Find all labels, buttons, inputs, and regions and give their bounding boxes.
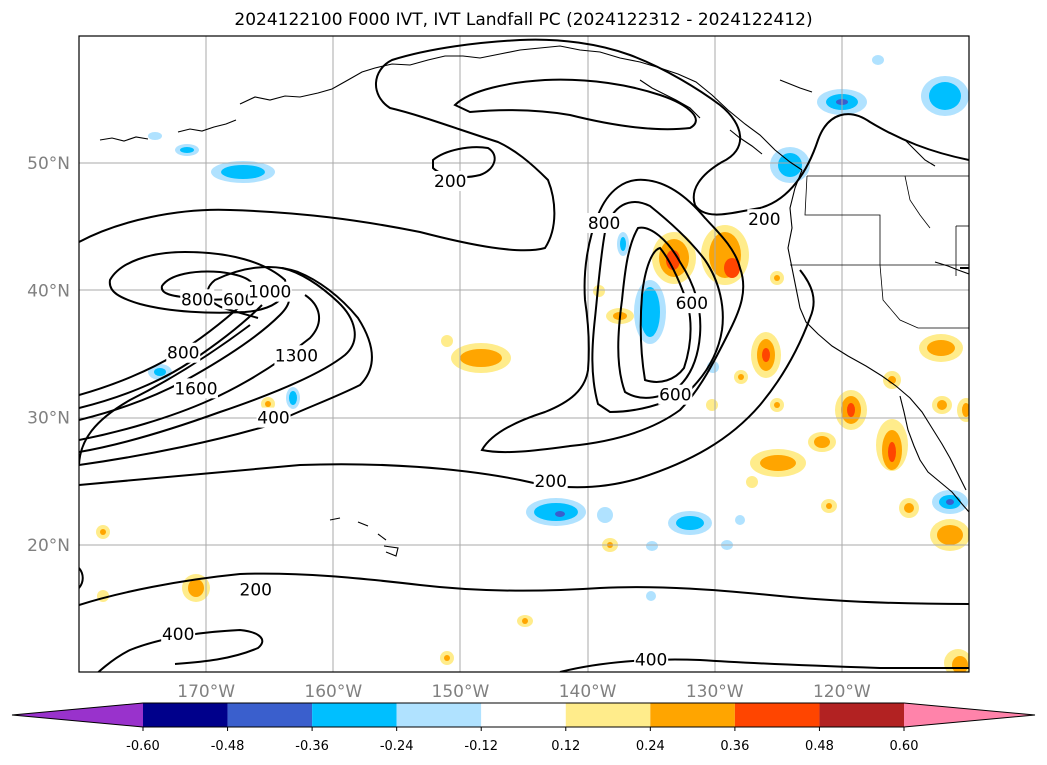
contour-label: 600 xyxy=(659,386,691,406)
latitude-tick-labels: 20°N 30°N 40°N 50°N xyxy=(27,154,70,556)
ivt-contours xyxy=(79,38,969,672)
contour-label-background xyxy=(173,378,218,399)
colorbar: -0.60 -0.48 -0.36 -0.24 -0.12 0.12 0.24 0.36 0.4… xyxy=(11,702,1036,754)
contour-label-background xyxy=(634,649,669,670)
colorbar-tick-label: 0.24 xyxy=(636,739,665,754)
colorbar-segment xyxy=(396,703,482,727)
coastlines xyxy=(99,45,969,557)
contour-label-background xyxy=(587,212,622,233)
map-frame xyxy=(78,35,970,673)
contour-label: 800 xyxy=(181,290,213,310)
contour-label-background xyxy=(238,579,273,600)
contour-label-background xyxy=(433,171,468,192)
colorbar-tick-label: 0.48 xyxy=(805,739,834,754)
contour-label-background xyxy=(256,407,291,428)
latitude-tick-label: 50°N xyxy=(27,154,70,174)
colorbar-tick-label: 0.36 xyxy=(720,739,749,754)
longitude-tick-labels: 170°W 160°W 150°W 140°W 130°W 120°W xyxy=(177,682,871,702)
longitude-tick-label: 120°W xyxy=(813,682,871,702)
pc-shading xyxy=(96,55,969,672)
state-borders xyxy=(790,175,969,329)
gridlines xyxy=(79,36,969,672)
colorbar-tick-label: -0.60 xyxy=(126,739,160,754)
contour-label: 200 xyxy=(748,210,780,230)
colorbar-tick-label: -0.36 xyxy=(295,739,329,754)
contour-label-background xyxy=(674,293,709,314)
colorbar-extend-min xyxy=(12,703,143,727)
contour-label: 200 xyxy=(434,172,466,192)
longitude-tick-label: 140°W xyxy=(559,682,617,702)
contour-label: 400 xyxy=(257,409,289,429)
colorbar-segment xyxy=(819,703,904,727)
contour-label-background xyxy=(747,209,782,230)
contour-label-background xyxy=(533,471,568,492)
longitude-tick-label: 160°W xyxy=(304,682,362,702)
colorbar-segment xyxy=(227,703,313,727)
contour-label-background xyxy=(247,281,292,302)
colorbar-extend-max xyxy=(904,703,1035,727)
latitude-tick-label: 20°N xyxy=(27,536,70,556)
contour-label: 400 xyxy=(635,650,667,670)
colorbar-tick-label: -0.12 xyxy=(464,739,498,754)
colorbar-segment xyxy=(481,703,566,727)
longitude-tick-label: 130°W xyxy=(686,682,744,702)
contour-label: 800 xyxy=(588,214,620,234)
contour-label: 600 xyxy=(223,290,255,310)
contour-label: 1000 xyxy=(248,283,291,303)
contour-label: 400 xyxy=(162,625,194,645)
contour-label: 200 xyxy=(240,580,272,600)
latitude-tick-label: 40°N xyxy=(27,281,70,301)
map-title: 2024122100 F000 IVT, IVT Landfall PC (20… xyxy=(234,10,813,30)
colorbar-segment xyxy=(565,703,651,727)
contour-label-background xyxy=(274,345,319,366)
contour-label-background xyxy=(180,289,215,310)
colorbar-segment xyxy=(312,703,397,727)
colorbar-tick-label: 0.12 xyxy=(551,739,580,754)
latitude-tick-label: 30°N xyxy=(27,409,70,429)
contour-label: 1600 xyxy=(174,379,217,399)
colorbar-tick-label: -0.24 xyxy=(380,739,414,754)
contour-label-background xyxy=(658,384,693,405)
colorbar-segment xyxy=(650,703,735,727)
colorbar-tick-label: -0.48 xyxy=(211,739,245,754)
colorbar-tick-label: 0.60 xyxy=(890,739,919,754)
longitude-tick-label: 150°W xyxy=(432,682,490,702)
colorbar-segment xyxy=(143,703,228,727)
colorbar-segment xyxy=(734,703,820,727)
contour-label: 600 xyxy=(676,294,708,314)
contour-label: 800 xyxy=(167,344,199,364)
longitude-tick-label: 170°W xyxy=(177,682,235,702)
contour-label: 200 xyxy=(534,472,566,492)
contour-label-background xyxy=(166,342,201,363)
contour-label-background xyxy=(222,289,257,310)
contour-label: 1300 xyxy=(275,346,318,366)
contour-label-background xyxy=(161,623,196,644)
